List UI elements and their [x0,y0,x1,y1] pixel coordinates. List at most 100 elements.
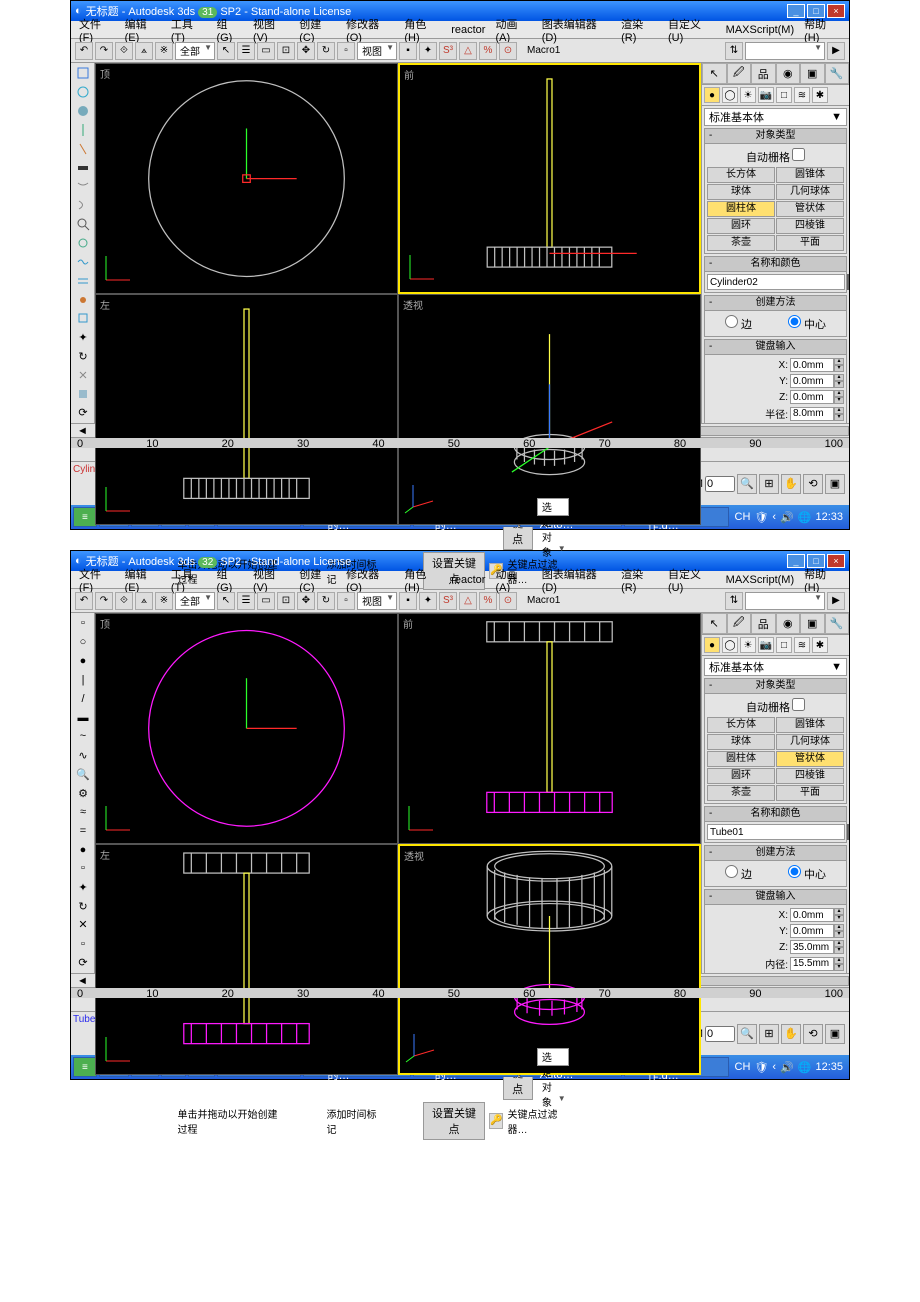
refcoord-dropdown[interactable]: 视图 [357,592,397,610]
scale-icon[interactable]: ▫ [337,592,355,610]
angle-snap-icon[interactable]: △ [459,592,477,610]
window-cross-icon[interactable]: ⊡ [277,592,295,610]
rollout-keyboard-entry[interactable]: 键盘输入 [704,339,847,355]
obj-box[interactable]: 长方体 [707,167,775,183]
motion-tab-icon[interactable]: ◉ [776,63,801,84]
pivot-icon[interactable]: ▪ [399,42,417,60]
hierarchy-tab-icon[interactable]: 品 [751,613,776,634]
modify-tab-icon[interactable]: 🖉 [727,613,752,634]
viewport-perspective[interactable]: 透视 [398,844,701,1075]
select-name-icon[interactable]: ☰ [237,592,255,610]
pan-icon[interactable]: ✋ [781,474,801,494]
reactor-cloth-icon[interactable] [73,178,93,195]
menu-graph[interactable]: 图表编辑器(D) [538,16,615,44]
method-edge-radio[interactable]: 边 [725,315,752,332]
obj-geosphere[interactable]: 几何球体 [776,184,844,200]
manip-icon[interactable]: ✦ [419,42,437,60]
auto-grid-checkbox[interactable]: 自动栅格 [707,146,844,167]
spinner-snap-icon[interactable]: ⊙ [499,42,517,60]
window-cross-icon[interactable]: ⊡ [277,42,295,60]
menu-help[interactable]: 帮助(H) [800,16,845,44]
tray-net-icon[interactable]: 🌐 [798,511,812,524]
unlink-icon[interactable]: ⟑ [135,42,153,60]
space-warps-icon[interactable]: ≋ [794,637,810,653]
cameras-icon[interactable]: 📷 [758,87,774,103]
zoom-icon[interactable]: 🔍 [737,1024,757,1044]
snap-icon[interactable]: S³ [439,42,457,60]
object-name-input[interactable] [707,824,845,840]
reactor-rope-icon[interactable] [73,197,93,214]
hierarchy-tab-icon[interactable]: 品 [751,63,776,84]
helpers-icon[interactable]: □ [776,637,792,653]
snap-icon[interactable]: S³ [439,592,457,610]
maximize-vp-icon[interactable]: ▣ [825,1024,845,1044]
object-name-input[interactable] [707,274,845,290]
systems-icon[interactable]: ✱ [812,87,828,103]
rollout-object-type[interactable]: 对象类型 [704,128,847,144]
reactor-motor-icon[interactable] [73,291,93,308]
reactor-spring-icon[interactable] [73,122,93,139]
menu-modifiers[interactable]: 修改器(O) [342,16,398,44]
reactor-sphere-icon[interactable] [73,84,93,101]
bind-icon[interactable]: ※ [155,592,173,610]
move-icon[interactable]: ✥ [297,42,315,60]
shapes-icon[interactable]: ◯ [722,87,738,103]
lang-indicator[interactable]: CH [735,511,751,523]
select-icon[interactable]: ↖ [217,592,235,610]
rotate-icon[interactable]: ↻ [317,42,335,60]
modify-tab-icon[interactable]: 🖉 [727,63,752,84]
utilities-tab-icon[interactable]: 🔧 [825,63,850,84]
obj-cylinder[interactable]: 圆柱体 [707,201,775,217]
reactor-gear-icon[interactable] [73,235,93,252]
angle-snap-icon[interactable]: △ [459,42,477,60]
redo-icon[interactable]: ↷ [95,592,113,610]
named-sel-dropdown[interactable] [745,42,825,60]
geometry-icon[interactable]: ● [704,637,720,653]
motion-tab-icon[interactable]: ◉ [776,613,801,634]
create-tab-icon[interactable]: ↖ [702,613,727,634]
rollout-name-color[interactable]: 名称和颜色 [704,256,847,272]
reactor-dash-icon[interactable] [73,159,93,176]
viewport-front[interactable]: 前 [398,63,701,294]
zoom-all-icon[interactable]: ⊞ [759,474,779,494]
space-warps-icon[interactable]: ≋ [794,87,810,103]
x-input[interactable] [790,358,834,372]
undo-icon[interactable]: ↶ [75,592,93,610]
display-tab-icon[interactable]: ▣ [800,613,825,634]
menu-edit[interactable]: 编辑(E) [121,16,165,44]
scale-icon[interactable]: ▫ [337,42,355,60]
viewport-left[interactable]: 左 [95,294,398,525]
select-rect-icon[interactable]: ▭ [257,42,275,60]
rotate-icon[interactable]: ↻ [317,592,335,610]
select-icon[interactable]: ↖ [217,42,235,60]
color-swatch[interactable] [847,824,849,840]
current-frame-input[interactable] [705,476,735,492]
lights-icon[interactable]: ☀ [740,87,756,103]
menu-group[interactable]: 组(G) [212,16,247,44]
reactor-box-icon[interactable] [73,65,93,82]
reactor-wind-icon[interactable] [73,272,93,289]
menu-customize[interactable]: 自定义(U) [664,16,720,44]
obj-tube[interactable]: 管状体 [776,201,844,217]
tray-icon[interactable]: 🛡 [754,511,768,524]
reactor-more-icon[interactable]: ⟳ [73,404,93,421]
category-dropdown[interactable]: 标准基本体▼ [704,108,847,126]
menu-render[interactable]: 渲染(R) [617,16,662,44]
menu-maxscript[interactable]: MAXScript(M) [722,24,798,36]
utilities-tab-icon[interactable]: 🔧 [825,613,850,634]
viewport-left[interactable]: 左 [95,844,398,1075]
menu-tools[interactable]: 工具(T) [167,16,211,44]
unlink-icon[interactable]: ⟑ [135,592,153,610]
reactor-water-icon[interactable] [73,253,93,270]
filter-dropdown[interactable]: 全部 [175,592,215,610]
obj-teapot[interactable]: 茶壶 [707,235,775,251]
reactor-frac-icon[interactable]: ✦ [73,329,93,346]
obj-plane[interactable]: 平面 [776,235,844,251]
menu-character[interactable]: 角色(H) [400,16,445,44]
spinner-snap-icon[interactable]: ⊙ [499,592,517,610]
cameras-icon[interactable]: 📷 [758,637,774,653]
tray-vol-icon[interactable]: 🔊 [780,511,794,524]
clock[interactable]: 12:35 [815,1061,843,1073]
obj-pyramid[interactable]: 四棱锥 [776,218,844,234]
layer-icon[interactable]: ▶ [827,42,845,60]
